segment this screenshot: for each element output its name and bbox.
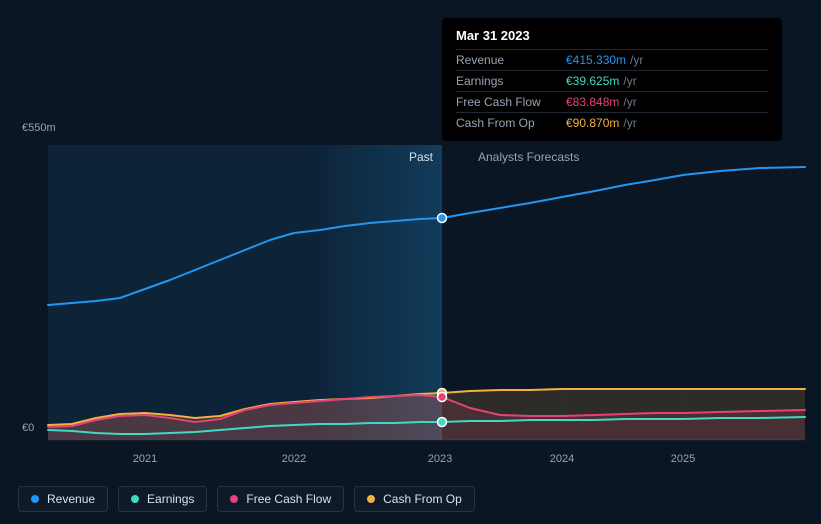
x-tick-label: 2025 <box>671 453 695 465</box>
legend-label: Earnings <box>147 492 194 506</box>
tooltip-unit: /yr <box>623 95 636 109</box>
chart-tooltip: Mar 31 2023 Revenue€415.330m/yrEarnings€… <box>442 18 782 141</box>
legend-item-cfo[interactable]: Cash From Op <box>354 486 475 512</box>
tooltip-unit: /yr <box>623 74 636 88</box>
tooltip-value: €83.848m <box>566 95 619 109</box>
x-tick-label: 2021 <box>133 453 157 465</box>
legend-dot-icon <box>367 495 375 503</box>
x-tick-label: 2022 <box>282 453 306 465</box>
tooltip-value: €415.330m <box>566 53 626 67</box>
tooltip-row: Cash From Op€90.870m/yr <box>456 112 768 133</box>
legend-label: Cash From Op <box>383 492 462 506</box>
x-axis: 2021 2022 2023 2024 2025 <box>0 453 821 469</box>
tooltip-key: Earnings <box>456 74 566 88</box>
tooltip-date: Mar 31 2023 <box>456 28 768 43</box>
x-tick-label: 2024 <box>550 453 574 465</box>
legend-dot-icon <box>131 495 139 503</box>
legend-dot-icon <box>230 495 238 503</box>
legend-item-revenue[interactable]: Revenue <box>18 486 108 512</box>
tooltip-row: Revenue€415.330m/yr <box>456 49 768 70</box>
tooltip-value: €39.625m <box>566 74 619 88</box>
tooltip-unit: /yr <box>630 53 643 67</box>
financials-chart: Past Analysts Forecasts 2021 2022 2023 2024… <box>0 0 821 524</box>
tooltip-row: Earnings€39.625m/yr <box>456 70 768 91</box>
tooltip-key: Cash From Op <box>456 116 566 130</box>
legend-label: Revenue <box>47 492 95 506</box>
tooltip-value: €90.870m <box>566 116 619 130</box>
tooltip-rows: Revenue€415.330m/yrEarnings€39.625m/yrFr… <box>456 49 768 133</box>
x-tick-label: 2023 <box>428 453 452 465</box>
tooltip-unit: /yr <box>623 116 636 130</box>
legend-item-fcf[interactable]: Free Cash Flow <box>217 486 344 512</box>
section-label-forecast: Analysts Forecasts <box>478 150 579 164</box>
tooltip-key: Revenue <box>456 53 566 67</box>
tooltip-row: Free Cash Flow€83.848m/yr <box>456 91 768 112</box>
legend-item-earnings[interactable]: Earnings <box>118 486 207 512</box>
y-tick-label: €550m <box>22 122 56 134</box>
legend-dot-icon <box>31 495 39 503</box>
legend-label: Free Cash Flow <box>246 492 331 506</box>
tooltip-key: Free Cash Flow <box>456 95 566 109</box>
y-tick-label: €0 <box>22 422 34 434</box>
section-label-past: Past <box>409 150 433 164</box>
legend: Revenue Earnings Free Cash Flow Cash From O… <box>18 486 475 512</box>
